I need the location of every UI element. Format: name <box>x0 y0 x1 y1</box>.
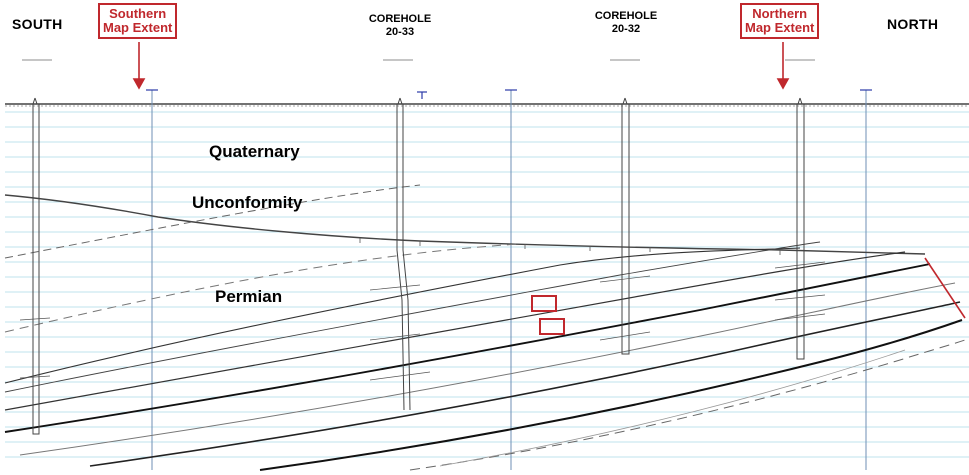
permian-label: Permian <box>215 287 283 306</box>
southern-map-extent-box: Southern Map Extent <box>98 3 178 39</box>
northern-extent-line2: Map Extent <box>745 20 815 35</box>
formation-tick-marks <box>19 261 826 381</box>
southern-extent-line2: Map Extent <box>103 20 173 35</box>
down-arrow-icon <box>132 42 790 90</box>
corehole-20-32-label: COREHOLE 20-32 <box>588 10 664 36</box>
quaternary-label: Quaternary <box>209 142 300 161</box>
red-highlight-box-icon <box>539 318 565 335</box>
corehole-20-32-line2: 20-32 <box>611 23 641 35</box>
unconformity-surface <box>4 194 926 255</box>
northern-map-extent-box: Northern Map Extent <box>740 3 820 39</box>
corehole-20-33-line2: 20-33 <box>385 26 415 38</box>
north-label: NORTH <box>887 16 939 32</box>
corehole-20-33-line1: COREHOLE <box>368 13 432 25</box>
vertical-marker-caps <box>146 89 872 99</box>
corehole-20-33-label: COREHOLE 20-33 <box>362 13 438 39</box>
red-highlight-box-icon <box>531 295 557 312</box>
fault-line <box>924 257 966 319</box>
horizontal-gridlines <box>5 111 969 458</box>
well-bores <box>32 97 805 435</box>
south-label: SOUTH <box>12 16 63 32</box>
vertical-reference-lines <box>151 90 867 470</box>
northern-extent-line1: Northern <box>752 6 808 21</box>
unconformity-label: Unconformity <box>192 193 303 212</box>
southern-extent-line1: Southern <box>109 6 167 21</box>
corehole-20-32-line1: COREHOLE <box>594 10 658 22</box>
unconformity-hatch <box>359 238 781 255</box>
